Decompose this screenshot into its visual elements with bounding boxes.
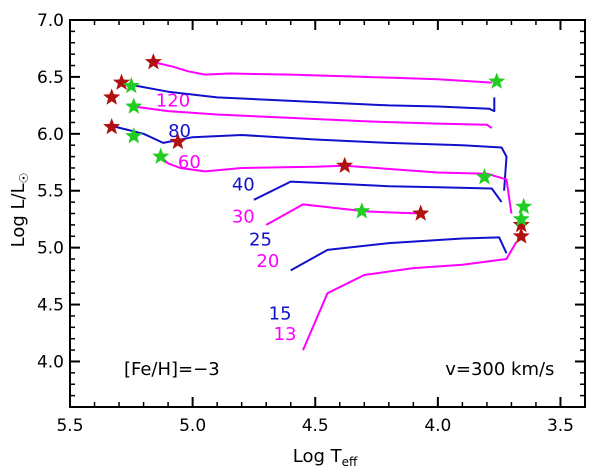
green-star-marker bbox=[488, 72, 506, 89]
track-120-msun bbox=[153, 61, 492, 84]
track-25-msun bbox=[253, 180, 503, 203]
track-label-25: 25 bbox=[249, 229, 272, 250]
track-15-msun bbox=[290, 236, 508, 272]
green-star-marker bbox=[152, 147, 170, 164]
track-80-msun bbox=[131, 83, 496, 113]
red-star-marker bbox=[112, 73, 131, 90]
metallicity-annotation: [Fe/H]=−3 bbox=[124, 359, 220, 380]
y-axis-label: Log L/L☉ bbox=[8, 173, 31, 248]
red-star-marker bbox=[512, 227, 530, 244]
green-star-marker bbox=[353, 202, 371, 219]
green-star-marker bbox=[475, 168, 493, 185]
red-star-marker bbox=[412, 204, 430, 221]
red-star-marker bbox=[169, 132, 187, 150]
track-label-80: 80 bbox=[168, 121, 191, 142]
track-label-40: 40 bbox=[232, 175, 255, 196]
track-label-15: 15 bbox=[269, 303, 292, 324]
track-13-msun bbox=[302, 241, 518, 351]
track-60-msun bbox=[133, 105, 493, 129]
green-star-marker bbox=[125, 97, 143, 114]
track-30-msun bbox=[160, 155, 513, 214]
y-tick-label: 4.0 bbox=[37, 352, 64, 372]
x-tick-label: 5.0 bbox=[179, 416, 206, 436]
track-label-20: 20 bbox=[256, 251, 279, 272]
red-star-marker bbox=[103, 88, 121, 105]
red-star-marker bbox=[336, 156, 354, 173]
red-star-marker bbox=[512, 215, 530, 233]
y-tick-label: 6.0 bbox=[37, 125, 64, 145]
track-label-13: 13 bbox=[274, 324, 297, 345]
y-axis-label-main: Log L/L bbox=[8, 183, 29, 247]
track-20-msun bbox=[265, 203, 421, 226]
y-tick-label: 5.0 bbox=[37, 239, 64, 259]
track-label-30: 30 bbox=[232, 207, 255, 228]
x-axis-label-main: Log T bbox=[293, 446, 343, 467]
track-label-120: 120 bbox=[156, 91, 190, 112]
x-tick-label: 4.5 bbox=[302, 416, 329, 436]
x-tick-label: 4.0 bbox=[424, 416, 451, 436]
red-star-marker bbox=[103, 118, 121, 135]
x-axis-label: Log Teff bbox=[293, 446, 358, 469]
green-star-marker bbox=[512, 210, 530, 227]
y-tick-label: 4.5 bbox=[37, 296, 64, 316]
y-tick-label: 7.0 bbox=[37, 11, 64, 31]
x-tick-label: 3.5 bbox=[547, 416, 574, 436]
sun-symbol: ☉ bbox=[17, 173, 31, 184]
rotation-annotation: v=300 km/s bbox=[445, 359, 554, 380]
red-star-marker bbox=[144, 53, 162, 70]
green-star-marker bbox=[122, 77, 140, 94]
plot-frame bbox=[69, 19, 586, 408]
x-tick-label: 5.5 bbox=[56, 416, 83, 436]
y-tick-label: 6.5 bbox=[37, 68, 64, 88]
track-40-msun bbox=[111, 124, 508, 191]
x-axis-label-sub: eff bbox=[342, 455, 358, 469]
y-tick-label: 5.5 bbox=[37, 182, 64, 202]
green-star-marker bbox=[515, 197, 533, 214]
green-star-marker bbox=[125, 127, 143, 144]
